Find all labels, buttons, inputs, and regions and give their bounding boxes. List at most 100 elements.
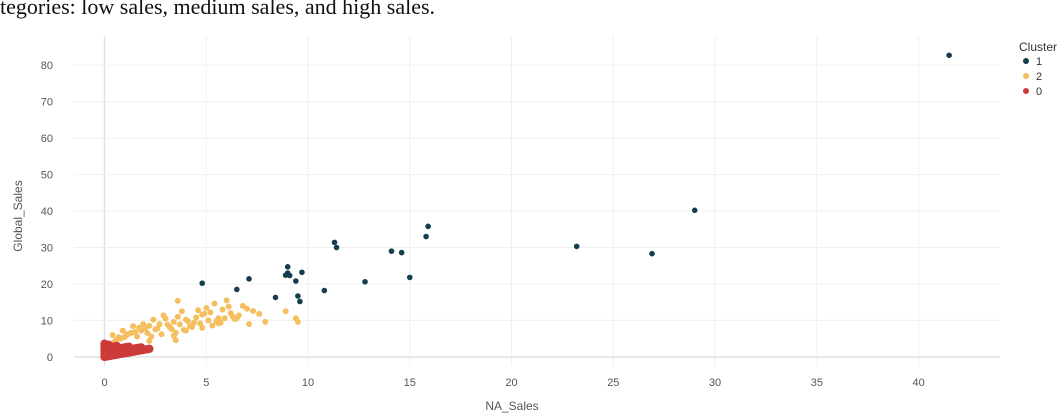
data-point bbox=[112, 341, 121, 351]
y-tick-label: 50 bbox=[41, 170, 53, 182]
legend-item-label: 0 bbox=[1036, 86, 1042, 98]
data-point bbox=[174, 297, 181, 304]
data-point bbox=[234, 286, 240, 293]
data-point bbox=[256, 310, 263, 317]
data-point bbox=[146, 322, 153, 329]
data-point bbox=[331, 239, 338, 246]
data-point bbox=[225, 303, 232, 310]
data-point bbox=[398, 249, 405, 256]
data-point bbox=[184, 318, 191, 325]
data-point bbox=[209, 322, 216, 329]
x-axis-ticks: 0 5 10 15 20 25 30 35 40 bbox=[101, 377, 924, 389]
data-point bbox=[170, 318, 177, 325]
data-point bbox=[294, 318, 301, 325]
data-point bbox=[250, 307, 257, 314]
legend: Cluster 1 2 0 bbox=[1019, 40, 1057, 98]
data-point bbox=[176, 321, 183, 328]
data-point bbox=[407, 274, 413, 281]
data-point bbox=[691, 207, 698, 214]
data-point bbox=[193, 314, 200, 321]
data-point bbox=[293, 278, 299, 284]
y-tick-label: 30 bbox=[41, 242, 53, 254]
x-tick-label: 20 bbox=[505, 377, 517, 389]
y-tick-label: 70 bbox=[41, 97, 53, 109]
y-tick-label: 10 bbox=[41, 315, 53, 327]
data-point bbox=[174, 313, 181, 320]
data-point bbox=[243, 305, 250, 312]
data-point bbox=[284, 264, 291, 270]
legend-item-label: 2 bbox=[1036, 71, 1042, 83]
legend-marker bbox=[1023, 88, 1029, 94]
data-point bbox=[272, 294, 279, 301]
y-axis-title: Global_Sales bbox=[11, 180, 25, 251]
data-point bbox=[423, 233, 429, 240]
data-point bbox=[115, 334, 122, 341]
data-point bbox=[130, 323, 137, 330]
data-point bbox=[203, 305, 210, 312]
series-cluster-2 bbox=[105, 297, 301, 349]
x-tick-label: 30 bbox=[709, 377, 721, 389]
data-point bbox=[573, 243, 580, 250]
x-tick-label: 15 bbox=[404, 377, 416, 389]
data-point bbox=[145, 344, 154, 354]
data-point bbox=[221, 315, 228, 322]
data-point bbox=[235, 312, 242, 319]
x-axis-title: NA_Sales bbox=[485, 399, 538, 413]
data-point bbox=[199, 280, 206, 287]
data-point bbox=[168, 326, 175, 333]
data-point bbox=[150, 316, 157, 323]
data-point bbox=[425, 223, 431, 230]
data-point bbox=[136, 324, 143, 331]
data-point bbox=[178, 308, 185, 315]
data-point bbox=[215, 320, 222, 327]
data-point bbox=[154, 325, 161, 332]
x-tick-label: 35 bbox=[811, 377, 823, 389]
data-point bbox=[136, 343, 146, 352]
data-point bbox=[649, 250, 655, 257]
data-point bbox=[140, 321, 147, 328]
data-point bbox=[182, 327, 189, 334]
data-point bbox=[211, 300, 218, 307]
data-point bbox=[219, 306, 226, 313]
legend-marker bbox=[1023, 58, 1029, 64]
legend-item-label: 1 bbox=[1036, 56, 1042, 68]
data-point bbox=[246, 276, 252, 282]
y-tick-label: 20 bbox=[41, 279, 53, 291]
data-point bbox=[172, 337, 179, 344]
data-point bbox=[333, 244, 340, 251]
series-cluster-0 bbox=[100, 339, 154, 362]
y-tick-label: 0 bbox=[47, 352, 53, 364]
series-cluster-1 bbox=[199, 52, 952, 305]
data-point bbox=[195, 307, 202, 314]
data-point bbox=[207, 309, 214, 316]
data-point bbox=[362, 278, 368, 285]
x-tick-label: 40 bbox=[912, 377, 924, 389]
y-tick-label: 40 bbox=[41, 206, 53, 218]
data-point bbox=[295, 293, 301, 299]
data-point bbox=[146, 337, 153, 344]
data-point bbox=[127, 329, 134, 336]
data-point bbox=[282, 272, 289, 279]
data-point bbox=[144, 329, 151, 336]
x-tick-label: 5 bbox=[203, 377, 209, 389]
data-point bbox=[223, 297, 230, 304]
data-point bbox=[321, 287, 328, 294]
data-point bbox=[205, 317, 212, 324]
legend-items: 1 2 0 bbox=[1023, 56, 1042, 98]
x-tick-label: 25 bbox=[607, 377, 619, 389]
data-point bbox=[160, 312, 167, 319]
data-point bbox=[164, 321, 171, 328]
data-points bbox=[100, 52, 952, 362]
data-point bbox=[119, 327, 126, 334]
data-point bbox=[946, 52, 952, 59]
data-point bbox=[201, 310, 208, 317]
data-point bbox=[134, 333, 141, 340]
data-point bbox=[282, 308, 289, 315]
legend-marker bbox=[1023, 73, 1029, 79]
x-tick-label: 10 bbox=[302, 377, 314, 389]
data-point bbox=[158, 331, 165, 338]
intro-text: tegories: low sales, medium sales, and h… bbox=[0, 0, 436, 19]
y-tick-label: 60 bbox=[41, 133, 53, 145]
legend-title: Cluster bbox=[1019, 40, 1057, 54]
